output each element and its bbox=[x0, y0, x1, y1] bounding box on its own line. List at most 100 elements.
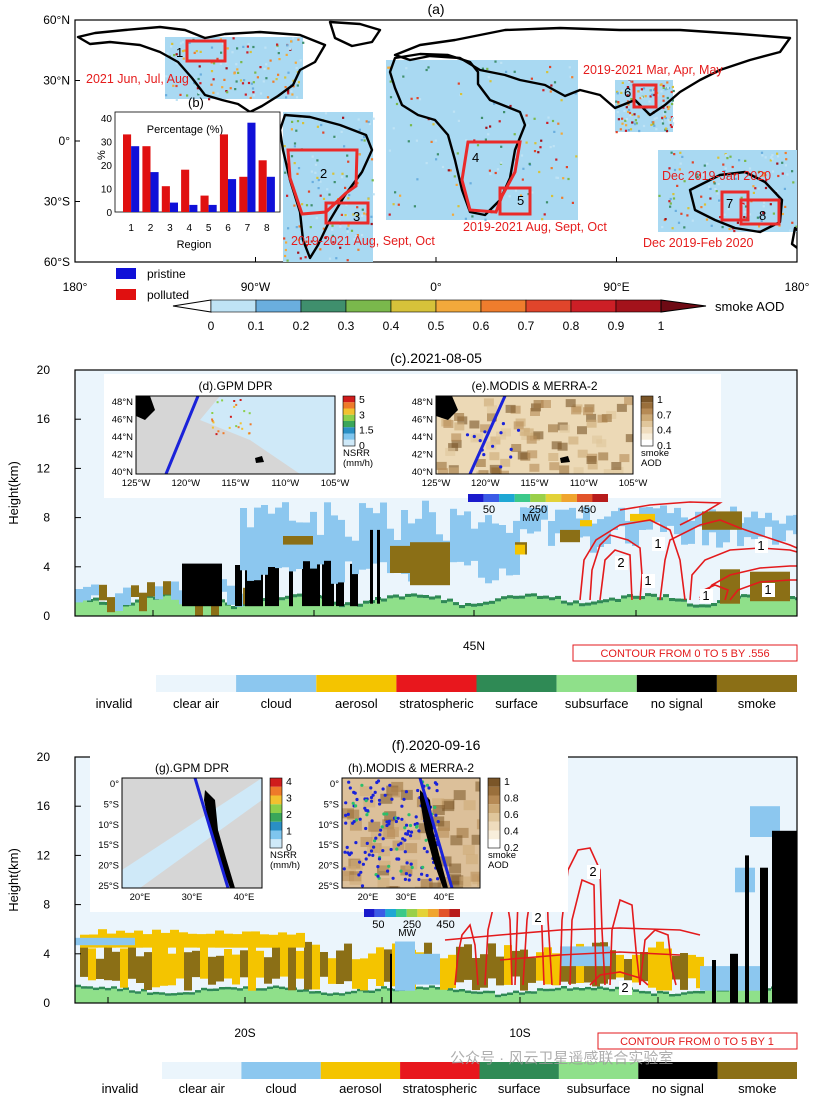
aod-pixel bbox=[509, 104, 512, 108]
inset-lat-tick: 44°N bbox=[112, 432, 133, 443]
aod-pixel bbox=[777, 155, 780, 158]
aod-pixel bbox=[292, 85, 295, 88]
lat-tick-label: 0° bbox=[59, 134, 71, 148]
x-tick-label: 20S bbox=[234, 1026, 255, 1040]
aod-pixel bbox=[624, 129, 628, 132]
curtain-cell-smoke bbox=[608, 950, 616, 980]
fire-point bbox=[400, 817, 404, 821]
aod-pixel bbox=[703, 164, 706, 167]
curtain-cell-subsurface bbox=[429, 599, 435, 616]
aod-cell bbox=[408, 829, 421, 840]
region-box-8 bbox=[739, 198, 781, 226]
contour-labels-f: 222 bbox=[532, 864, 632, 995]
aod-pixel bbox=[481, 67, 484, 70]
coastline-fragment bbox=[136, 396, 155, 420]
curtain-cell-aerosol bbox=[143, 934, 152, 948]
aod-cell bbox=[454, 413, 465, 421]
aod-cell bbox=[436, 461, 447, 470]
aod-pixel bbox=[301, 116, 304, 120]
curtain-cell-surface bbox=[615, 986, 621, 990]
curtain-cell-surface bbox=[111, 986, 117, 989]
curtain-cell-subsurface bbox=[219, 602, 225, 616]
aod-pixel bbox=[208, 98, 211, 101]
colorbar-tick: 0.2 bbox=[293, 319, 310, 333]
aod-cell bbox=[451, 433, 462, 442]
curtain-cell-surface bbox=[681, 992, 687, 995]
aod-pixel bbox=[259, 92, 263, 95]
curtain-cell-smoke bbox=[640, 952, 648, 982]
panel-b-label: (b) bbox=[188, 95, 204, 110]
fire-point bbox=[394, 819, 398, 824]
curtain-cell-subsurface bbox=[279, 989, 285, 1003]
curtain-cell-surface bbox=[591, 987, 597, 991]
colorbar-swatch bbox=[435, 299, 482, 313]
fire-power-swatch bbox=[499, 494, 515, 502]
inset-lat-tick: 10°S bbox=[318, 820, 339, 831]
curtain-cell-cloud bbox=[429, 512, 436, 569]
aod-pixel bbox=[456, 152, 459, 155]
coastline-fragment bbox=[204, 790, 235, 888]
curtain-cell-surface bbox=[633, 595, 639, 599]
aod-cell bbox=[448, 467, 459, 474]
aod-pixel bbox=[262, 80, 265, 83]
fire-point bbox=[410, 865, 414, 870]
curtain-cell-cloud bbox=[227, 585, 235, 605]
inset-lon-tick: 20°E bbox=[130, 892, 151, 903]
aod-pixel bbox=[667, 107, 670, 111]
aod-pixel bbox=[786, 173, 789, 176]
curtain-cell-smoke bbox=[283, 536, 313, 545]
curtain-cell-smoke bbox=[104, 945, 112, 981]
curtain-cell-cloud bbox=[366, 507, 373, 569]
fire-point bbox=[435, 789, 439, 793]
aod-pixel bbox=[568, 66, 571, 69]
aod-cell bbox=[527, 450, 538, 459]
time-annotations: 2021 Jun, Jul, Aug 2019-2021 Aug, Sept, … bbox=[86, 63, 771, 250]
inset-title: (h).MODIS & MERRA-2 bbox=[348, 761, 474, 775]
contour-line bbox=[444, 927, 701, 941]
aod-pixel bbox=[235, 80, 238, 83]
aod-pixel bbox=[784, 164, 787, 167]
curtain-cell-subsurface bbox=[669, 996, 675, 1003]
aod-pixel bbox=[407, 140, 410, 143]
aod-pixel bbox=[662, 99, 665, 102]
curtain-cell-surface bbox=[201, 987, 207, 991]
inset-lat-tick: 25°S bbox=[318, 881, 339, 892]
aod-cell bbox=[559, 465, 570, 474]
curtain-cell-subsurface bbox=[459, 991, 465, 1003]
curtain-cell-aerosol bbox=[536, 952, 544, 981]
fire-point bbox=[499, 465, 503, 469]
curtain-cell-subsurface bbox=[591, 990, 597, 1003]
inset-colorbar-tick: 5 bbox=[359, 394, 365, 406]
curtain-cell-aerosol bbox=[197, 934, 206, 948]
curtain-cell-surface bbox=[603, 987, 609, 991]
aod-pixel bbox=[197, 93, 200, 96]
height-tick-label: 4 bbox=[43, 947, 50, 961]
fire-power-swatch bbox=[428, 909, 439, 917]
aod-pixel bbox=[219, 38, 222, 41]
fire-point bbox=[433, 805, 437, 810]
inset-colorbar-swatch bbox=[641, 433, 653, 440]
inset-lat-tick: 46°N bbox=[412, 415, 433, 426]
inset-colorbar-tick: 1.5 bbox=[359, 425, 374, 437]
curtain-cell-cloud bbox=[765, 512, 772, 527]
aod-cell bbox=[475, 781, 480, 792]
curtain-cell-cloud bbox=[688, 520, 695, 544]
curtain-cell-surface bbox=[495, 994, 501, 998]
curtain-cell-aerosol bbox=[552, 953, 560, 986]
curtain-cell-smoke bbox=[464, 944, 472, 980]
colorbar-swatch bbox=[480, 299, 527, 313]
curtain-cell-subsurface bbox=[549, 600, 555, 616]
aod-pixel bbox=[471, 215, 474, 218]
aod-pixel bbox=[630, 113, 633, 116]
curtain-cell-cloud bbox=[555, 509, 562, 534]
aod-pixel bbox=[356, 206, 359, 209]
aod-pixel bbox=[239, 79, 243, 82]
aod-pixel bbox=[332, 241, 335, 244]
aod-pixel bbox=[649, 95, 652, 98]
curtain-cell-subsurface bbox=[285, 990, 291, 1003]
fire-point bbox=[358, 817, 362, 821]
aod-pixel bbox=[627, 110, 630, 113]
fire-point bbox=[387, 819, 391, 823]
curtain-cell-subsurface bbox=[255, 990, 261, 1003]
